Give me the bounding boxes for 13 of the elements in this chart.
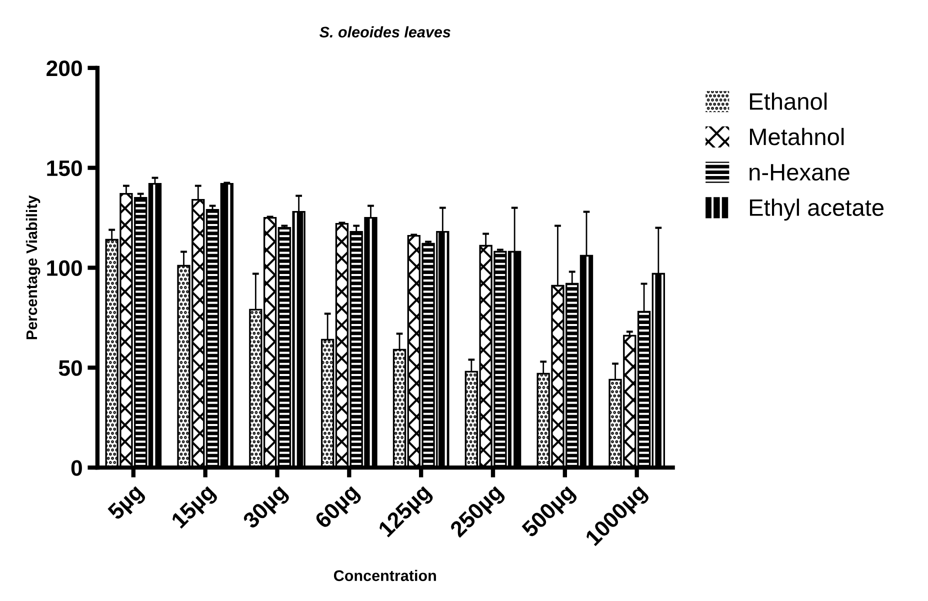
- x-axis-title: Concentration: [334, 570, 436, 582]
- y-tick-label: 50: [58, 360, 82, 376]
- legend-label: Metahnol: [750, 128, 844, 146]
- chart-title: S. oleoides leaves: [319, 26, 450, 38]
- x-tick-label: 5µg: [107, 484, 147, 524]
- legend-label: Ethyl acetate: [750, 198, 884, 221]
- y-tick-label: 0: [71, 460, 82, 476]
- legend-label: n-Hexane: [750, 164, 850, 181]
- y-axis-title: Percentage Viability: [26, 195, 40, 340]
- y-tick-label: 150: [47, 160, 82, 176]
- y-tick-label: 100: [47, 260, 82, 276]
- y-tick-label: 200: [46, 60, 82, 76]
- legend-label: Ethanol: [750, 92, 827, 110]
